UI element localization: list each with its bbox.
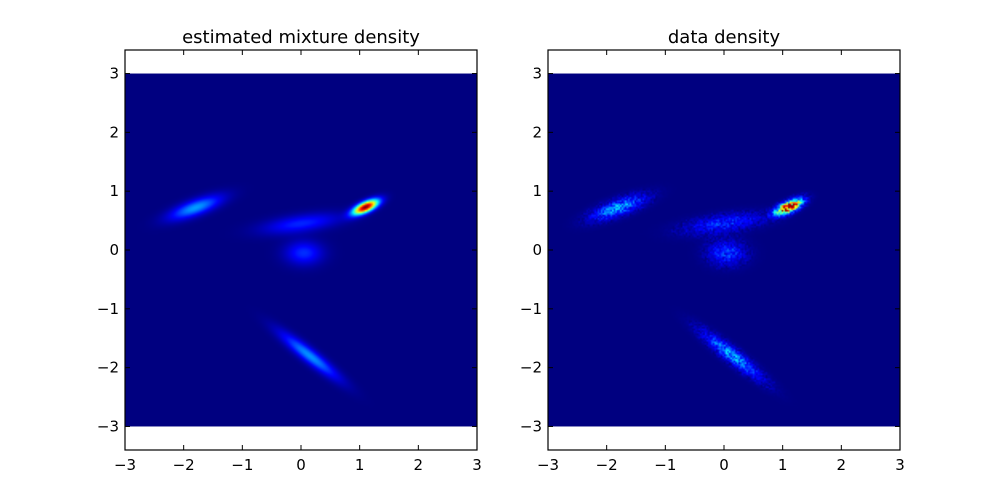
left-x-tick-label: 2 xyxy=(414,456,424,474)
left-y-tick-label: 3 xyxy=(109,65,119,83)
left-y-tick-label: 2 xyxy=(109,123,119,141)
right-y-axis: −3 −2 −1 0 1 2 3 xyxy=(520,65,900,435)
left-x-tick-label: 1 xyxy=(355,456,365,474)
left-x-axis: −3 −2 −1 0 1 2 3 xyxy=(114,50,482,474)
left-y-tick-label: −3 xyxy=(97,417,119,435)
left-x-tick-label: −3 xyxy=(114,456,136,474)
left-heatmap-image xyxy=(125,73,477,427)
left-y-tick-label: 0 xyxy=(109,241,119,259)
right-x-tick-label: −1 xyxy=(654,456,676,474)
right-x-tick-label: 3 xyxy=(895,456,905,474)
left-x-tick-label: −2 xyxy=(173,456,195,474)
right-x-tick-label: −3 xyxy=(537,456,559,474)
right-x-tick-label: −2 xyxy=(596,456,618,474)
left-panel-title: estimated mixture density xyxy=(182,27,420,48)
right-panel: data density −3 −2 −1 0 1 2 3 −3 −2 −1 0 1 2 3 xyxy=(520,27,905,474)
right-x-axis: −3 −2 −1 0 1 2 3 xyxy=(537,50,905,474)
left-x-tick-label: 3 xyxy=(472,456,482,474)
right-heatmap-image xyxy=(548,73,900,427)
right-panel-title: data density xyxy=(668,27,781,48)
right-y-tick-label: 3 xyxy=(532,65,542,83)
right-y-tick-label: 2 xyxy=(532,123,542,141)
left-x-tick-label: 0 xyxy=(296,456,306,474)
right-y-tick-label: 0 xyxy=(532,241,542,259)
left-x-tick-label: −1 xyxy=(231,456,253,474)
left-y-tick-label: −2 xyxy=(97,359,119,377)
left-y-axis: −3 −2 −1 0 1 2 3 xyxy=(97,65,477,435)
right-x-tick-label: 0 xyxy=(719,456,729,474)
right-y-tick-label: −2 xyxy=(520,359,542,377)
left-panel: estimated mixture density −3 −2 −1 0 1 2 3 −3−… xyxy=(97,27,482,474)
left-y-tick-label: 1 xyxy=(109,182,119,200)
right-y-tick-label: −3 xyxy=(520,417,542,435)
left-y-tick-label: −1 xyxy=(97,300,119,318)
right-y-tick-label: −1 xyxy=(520,300,542,318)
right-x-tick-label: 2 xyxy=(837,456,847,474)
right-x-tick-label: 1 xyxy=(778,456,788,474)
right-y-tick-label: 1 xyxy=(532,182,542,200)
